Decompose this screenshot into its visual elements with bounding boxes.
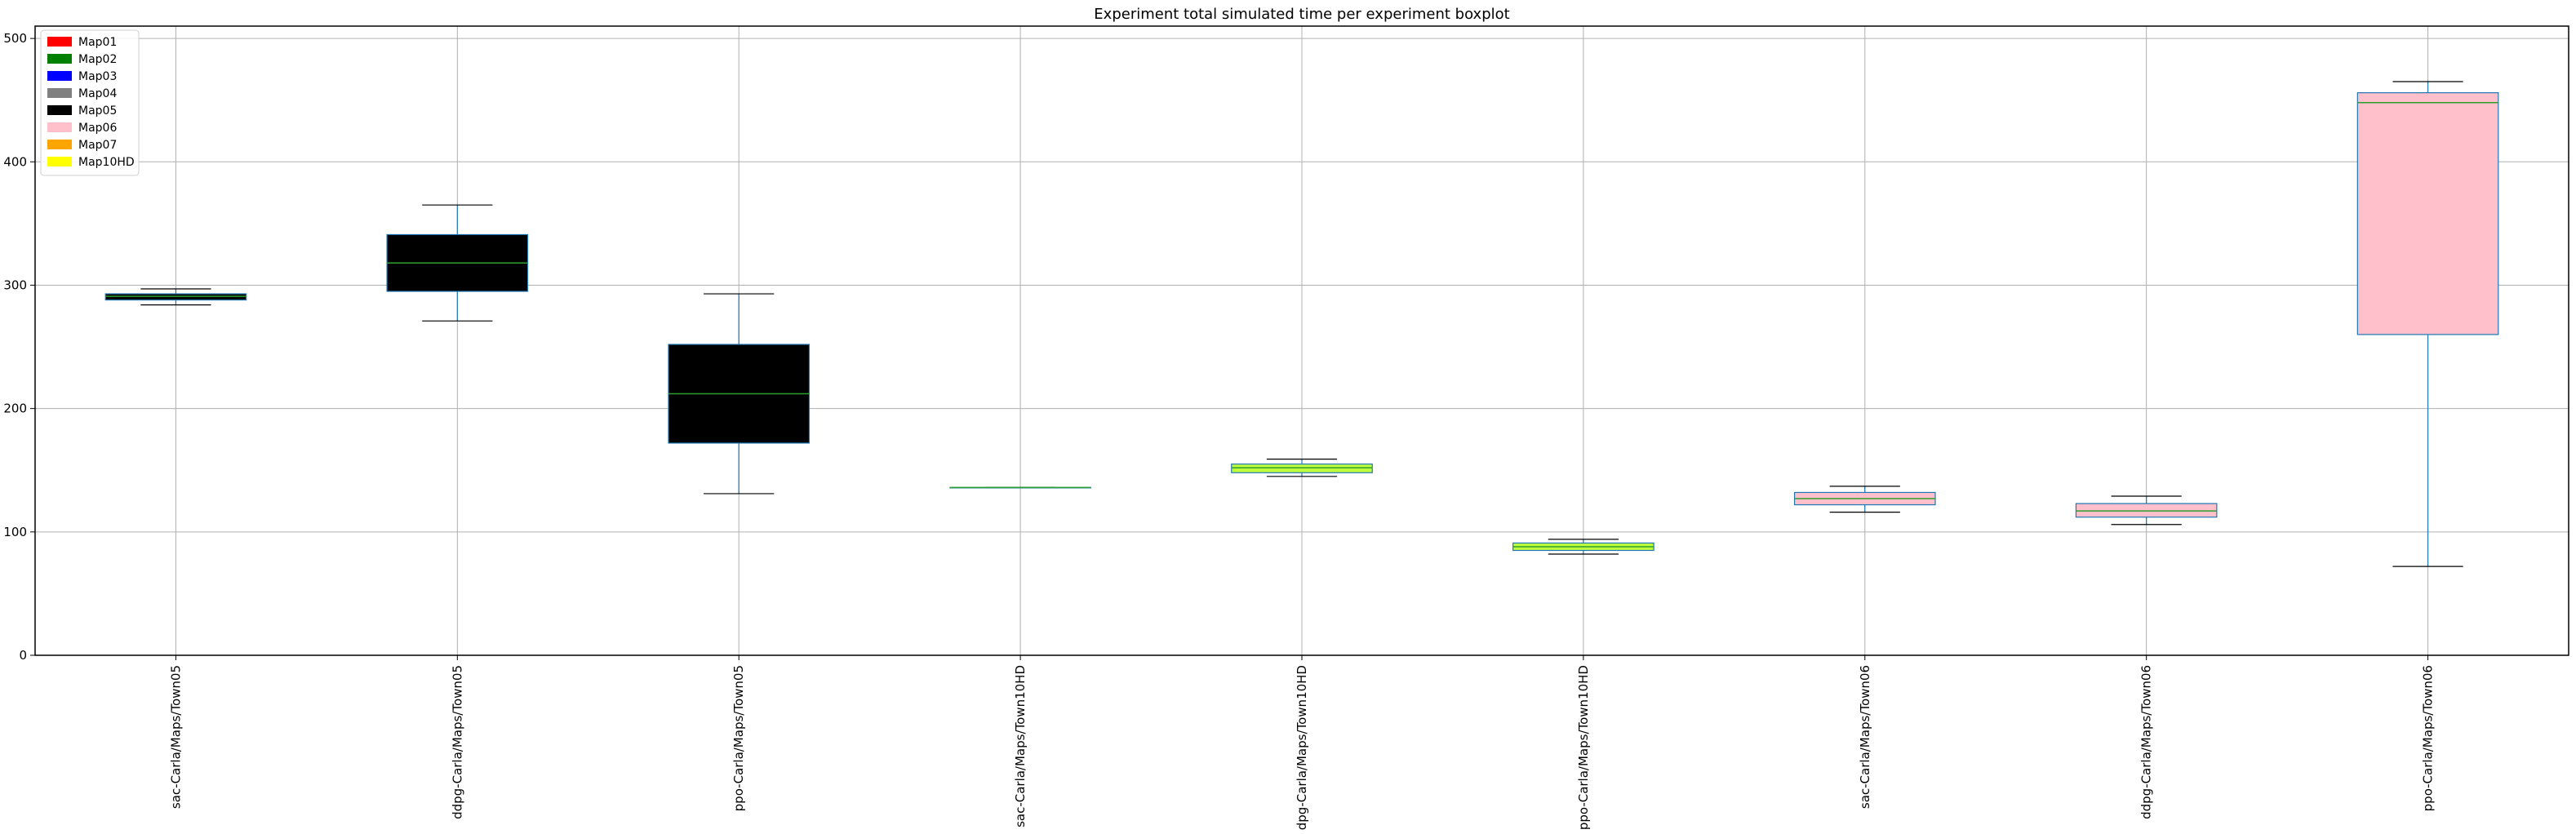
- y-tick-label: 300: [3, 277, 27, 292]
- box-series: [104, 81, 2499, 567]
- box-group: [386, 204, 529, 322]
- legend-swatch: [47, 54, 72, 64]
- y-axis: 0 100 200 300 400 500: [3, 31, 35, 663]
- legend-swatch: [47, 105, 72, 115]
- x-tick-label: sac-Carla/Maps/Town06: [1858, 665, 1872, 809]
- legend-swatch: [47, 122, 72, 132]
- legend-label: Map04: [78, 87, 117, 100]
- box-group: [1793, 486, 1936, 513]
- legend-swatch: [47, 71, 72, 81]
- legend-label: Map03: [78, 70, 117, 83]
- legend-swatch: [47, 157, 72, 166]
- box-iqr: [1231, 464, 1373, 473]
- x-tick-label: sac-Carla/Maps/Town05: [168, 665, 183, 809]
- legend-label: Map01: [78, 36, 117, 49]
- x-tick-label: ppo-Carla/Maps/Town05: [731, 665, 746, 811]
- box-group: [1512, 539, 1654, 555]
- x-tick-label: ddpg-Carla/Maps/Town05: [450, 665, 464, 819]
- box-group: [1231, 459, 1373, 477]
- legend-label: Map06: [78, 122, 117, 135]
- x-tick-label: ddpg-Carla/Maps/Town10HD: [1295, 665, 1309, 831]
- legend-label: Map05: [78, 104, 117, 118]
- legend-label: Map07: [78, 139, 117, 152]
- x-tick-label: ppo-Carla/Maps/Town10HD: [1576, 665, 1591, 830]
- box-iqr: [2356, 92, 2499, 335]
- y-tick-label: 400: [3, 154, 27, 169]
- box-group: [2075, 495, 2218, 526]
- y-tick-label: 100: [3, 525, 27, 539]
- box-group: [2356, 81, 2499, 567]
- box-group: [949, 486, 1091, 489]
- x-tick-label: ppo-Carla/Maps/Town06: [2421, 665, 2436, 811]
- box-iqr: [104, 293, 247, 301]
- legend-swatch: [47, 88, 72, 98]
- x-tick-label: sac-Carla/Maps/Town10HD: [1013, 665, 1028, 827]
- chart-title: Experiment total simulated time per expe…: [1094, 6, 1509, 23]
- legend-label: Map10HD: [78, 156, 135, 169]
- box-group: [668, 293, 811, 495]
- x-tick-label: ddpg-Carla/Maps/Town06: [2139, 665, 2154, 819]
- legend: Map01 Map02 Map03 Map04 Map05 Map06 Map07 Map10…: [40, 29, 140, 176]
- legend-swatch: [47, 37, 72, 47]
- legend-swatch: [47, 140, 72, 149]
- grid-lines: [35, 26, 2569, 656]
- box-group: [104, 288, 247, 306]
- legend-frame: [40, 29, 140, 176]
- y-tick-label: 0: [19, 648, 27, 663]
- legend-label: Map02: [78, 53, 117, 66]
- y-tick-label: 500: [3, 31, 27, 46]
- box-iqr: [2075, 503, 2218, 518]
- x-axis: sac-Carla/Maps/Town05 ddpg-Carla/Maps/Tow…: [168, 655, 2436, 834]
- y-tick-label: 200: [3, 401, 27, 416]
